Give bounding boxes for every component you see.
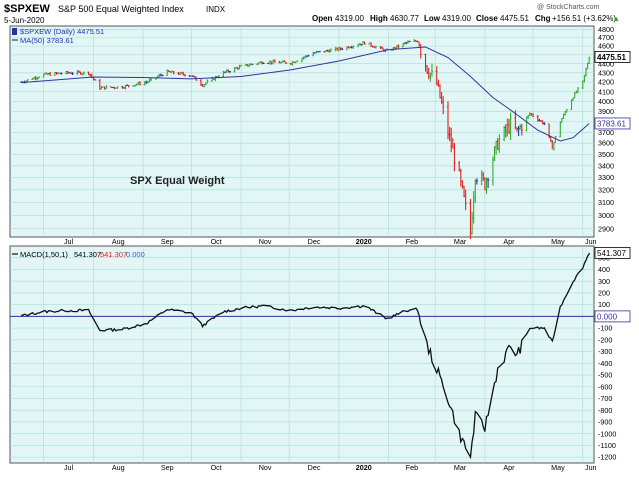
price-grid xyxy=(10,26,594,237)
y-tick-label: -600 xyxy=(598,382,612,391)
y-tick-label: -100 xyxy=(598,324,612,333)
y-tick-label: 3300 xyxy=(598,173,614,182)
macd-legend-v2: 541.307 xyxy=(100,250,127,259)
macd-legend-v1: 541.307 xyxy=(74,250,101,259)
symbol-legend-icon xyxy=(12,28,17,35)
macd-legend-v3: 0.000 xyxy=(126,250,145,259)
y-tick-label: 3700 xyxy=(598,128,614,137)
y-tick-label: 200 xyxy=(598,289,610,298)
y-tick-label: 4700 xyxy=(598,33,614,42)
ma50-line xyxy=(21,46,590,142)
x-tick-label: Apr xyxy=(503,237,515,246)
x-tick-label: Apr xyxy=(503,463,515,472)
x-tick-label: 2020 xyxy=(356,237,372,246)
y-tick-label: 3400 xyxy=(598,161,614,170)
high-label: High xyxy=(370,14,388,23)
x-tick-label: Dec xyxy=(308,237,321,246)
x-tick-label: May xyxy=(551,463,565,472)
macd-last-marker xyxy=(594,246,631,259)
price-bars xyxy=(20,39,591,239)
y-tick-label: 3200 xyxy=(598,185,614,194)
index-name: S&P 500 Equal Weighted Index xyxy=(58,4,184,14)
x-tick-label: Aug xyxy=(112,463,125,472)
x-tick-label: Sep xyxy=(161,463,174,472)
close-value: 4475.51 xyxy=(500,14,529,23)
y-tick-label: 4400 xyxy=(598,59,614,68)
y-tick-label: 100 xyxy=(598,300,610,309)
ma-price-marker xyxy=(594,117,631,130)
y-tick-label: -400 xyxy=(598,359,612,368)
x-tick-label: Jun xyxy=(585,237,597,246)
x-tick-label: Nov xyxy=(259,463,272,472)
macd-legend-name: MACD(1,50,1) xyxy=(20,250,68,259)
chart-date: 5-Jun-2020 xyxy=(4,16,45,25)
close-label: Close xyxy=(476,14,498,23)
y-tick-label: 4100 xyxy=(598,87,614,96)
y-tick-label: 400 xyxy=(598,265,610,274)
y-tick-label: 4200 xyxy=(598,78,614,87)
y-tick-label: 300 xyxy=(598,277,610,286)
y-tick-label: 3000 xyxy=(598,211,614,220)
high-value: 4630.77 xyxy=(390,14,419,23)
x-tick-label: 2020 xyxy=(356,463,372,472)
price-legend-symbol: $SPXEW (Daily) 4475.51 xyxy=(20,27,104,36)
y-tick-label: 3100 xyxy=(598,198,614,207)
x-tick-label: Oct xyxy=(211,237,222,246)
x-tick-label: Mar xyxy=(454,463,467,472)
macd-panel xyxy=(9,245,595,464)
chg-up-arrow-icon: ▲ xyxy=(613,16,620,23)
y-tick-label: -500 xyxy=(598,371,612,380)
x-tick-label: Dec xyxy=(308,463,321,472)
x-tick-label: Sep xyxy=(161,237,174,246)
y-tick-label: 4800 xyxy=(598,25,614,34)
x-tick-label: Feb xyxy=(406,237,418,246)
macd-line xyxy=(21,252,590,460)
open-label: Open xyxy=(312,14,333,23)
y-tick-label: 4300 xyxy=(598,68,614,77)
open-value: 4319.00 xyxy=(335,14,364,23)
x-tick-label: Mar xyxy=(454,237,467,246)
x-tick-label: Oct xyxy=(211,463,222,472)
price-legend-ma: MA(50) 3783.61 xyxy=(20,36,74,45)
y-tick-label: -300 xyxy=(598,347,612,356)
ticker-symbol: $SPXEW xyxy=(4,3,50,15)
low-value: 4319.00 xyxy=(442,14,471,23)
y-tick-label: -1200 xyxy=(598,453,616,462)
y-tick-label: -700 xyxy=(598,394,612,403)
exchange-label: INDX xyxy=(206,5,226,14)
chg-label: Chg xyxy=(535,14,551,23)
y-tick-label: 3600 xyxy=(598,139,614,148)
y-tick-label: 3900 xyxy=(598,107,614,116)
macd-zero-marker xyxy=(594,310,631,323)
x-tick-label: Jul xyxy=(64,463,74,472)
y-tick-label: 4600 xyxy=(598,42,614,51)
macd-last-label: 541.307 xyxy=(597,249,626,258)
y-tick-label: 2900 xyxy=(598,224,614,233)
ma-price-label: 3783.61 xyxy=(597,119,626,128)
x-tick-label: Jul xyxy=(64,237,74,246)
macd-zero-label: 0.000 xyxy=(597,312,618,321)
chg-value: +156.51 (+3.62%) xyxy=(552,14,616,23)
watermark: @ StockCharts.com xyxy=(537,4,600,11)
x-tick-label: Nov xyxy=(259,237,272,246)
macd-x-axis: Jul Aug Sep Oct Nov Dec 2020 Feb Mar Apr May Jun xyxy=(64,463,597,472)
y-tick-label: -200 xyxy=(598,335,612,344)
last-price-marker xyxy=(594,51,631,63)
x-tick-label: Aug xyxy=(112,237,125,246)
y-tick-label: -900 xyxy=(598,418,612,427)
y-tick-label: -1100 xyxy=(598,441,616,450)
chart-annotation: SPX Equal Weight xyxy=(130,175,225,187)
x-tick-label: Feb xyxy=(406,463,418,472)
last-price-label: 4475.51 xyxy=(597,53,626,62)
low-label: Low xyxy=(424,14,441,23)
price-x-axis: Jul Aug Sep Oct Nov Dec 2020 Feb Mar Apr May Jun xyxy=(64,237,597,246)
y-tick-label: -800 xyxy=(598,406,612,415)
y-tick-label: 3500 xyxy=(598,150,614,159)
x-tick-label: May xyxy=(551,237,565,246)
y-tick-label: -1000 xyxy=(598,429,616,438)
x-tick-label: Jun xyxy=(585,463,597,472)
y-tick-label: 4000 xyxy=(598,97,614,106)
